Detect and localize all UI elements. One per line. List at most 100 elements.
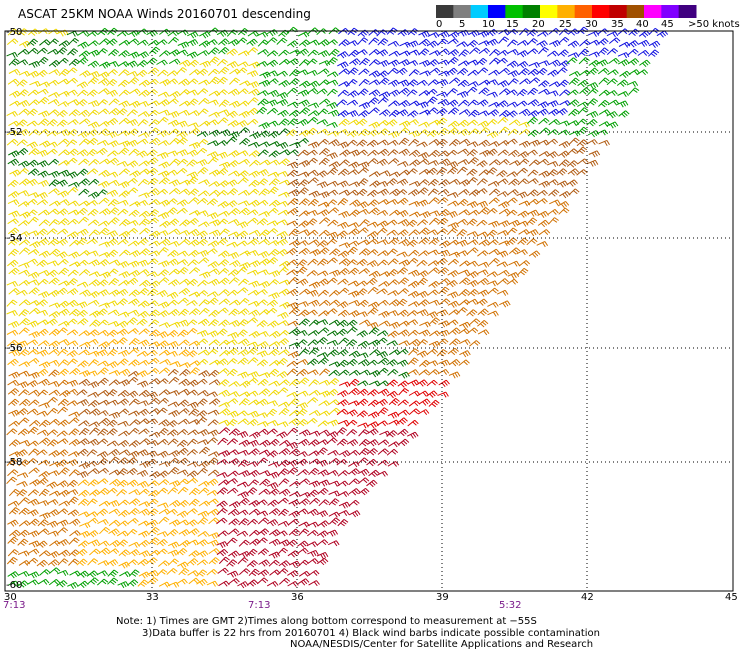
wind-barb [327,219,339,227]
wind-barb [297,547,309,554]
wind-barb [357,29,369,37]
wind-barb [87,100,100,108]
wind-barb [417,390,429,397]
wind-barb [236,240,248,247]
wind-barb [546,151,559,159]
wind-barb [358,78,370,87]
wind-barb [436,139,448,147]
wind-barb [77,399,90,407]
wind-barb [427,59,439,67]
wind-barb [307,229,319,237]
wind-barb [49,540,61,547]
wind-barb [98,120,110,127]
wind-barb [56,208,69,216]
wind-barb [168,457,180,465]
wind-barb [168,480,181,488]
wind-barb [47,439,59,447]
wind-barb [267,320,279,328]
wind-barb [237,170,249,178]
wind-barb [158,581,171,588]
wind-barb [127,51,140,59]
wind-barb [256,412,268,419]
wind-barb [147,508,159,516]
wind-barb [506,89,518,96]
wind-barb [38,250,51,258]
wind-barb [297,540,309,548]
wind-barb [188,487,200,496]
wind-barb [116,539,128,547]
wind-barb [416,350,429,358]
wind-barb [198,446,210,455]
wind-barb [368,339,381,347]
wind-barb [138,389,150,398]
wind-barb [428,267,440,274]
wind-barb [196,569,208,577]
wind-barb [7,339,19,347]
wind-barb [168,450,181,458]
wind-barb [376,227,388,235]
wind-barb [268,488,280,496]
wind-barb [288,78,300,86]
wind-barb [387,79,400,87]
wind-barb [88,229,100,237]
wind-barb [128,77,140,85]
wind-barb [406,219,418,228]
wind-barb [246,579,259,587]
wind-barb [338,501,351,509]
wind-barb [187,78,199,86]
wind-barb [348,461,360,468]
wind-barb [447,31,460,39]
wind-barb [426,311,439,319]
wind-barb [216,458,229,465]
wind-barb [247,371,260,379]
wind-barb [327,419,340,427]
wind-barb [48,60,61,68]
wind-barb [378,280,390,287]
wind-barb [157,397,169,405]
wind-barb [398,329,410,337]
wind-barb [228,100,241,108]
wind-barb [246,347,258,355]
wind-barb [227,410,239,418]
wind-barb [97,487,110,496]
wind-barb [237,459,249,467]
wind-barb [219,161,231,169]
wind-barb [207,240,220,248]
wind-barb [388,321,401,329]
wind-barb [166,568,178,575]
wind-barb [478,239,490,247]
wind-barb [386,390,399,399]
wind-barb [206,291,219,298]
wind-barb [317,258,329,266]
wind-barb [8,488,20,497]
wind-barb [466,201,479,209]
wind-barb [468,109,480,118]
wind-barb [197,517,209,525]
wind-barb [178,378,190,387]
wind-barb [256,106,268,115]
wind-barb [238,518,250,526]
wind-barb [587,30,600,37]
wind-barb [307,329,320,336]
wind-barb [526,38,538,46]
wind-barb [146,450,158,458]
wind-barb [18,370,30,377]
wind-barb [136,370,149,378]
wind-barb [258,449,271,456]
wind-barb [628,87,640,95]
wind-barb [68,109,80,117]
wind-barb [117,581,129,589]
wind-barb [467,99,479,107]
wind-barb [186,300,198,306]
wind-barb [196,330,209,337]
wind-barb [166,291,179,299]
wind-barb [66,89,78,96]
wind-barb [286,459,299,467]
wind-barb [58,68,70,77]
wind-barb [176,250,189,257]
wind-barb [148,397,161,405]
wind-barb [87,299,100,306]
wind-barb [68,308,81,317]
wind-barb [237,177,249,185]
lon-label-42: 42 [581,592,594,603]
